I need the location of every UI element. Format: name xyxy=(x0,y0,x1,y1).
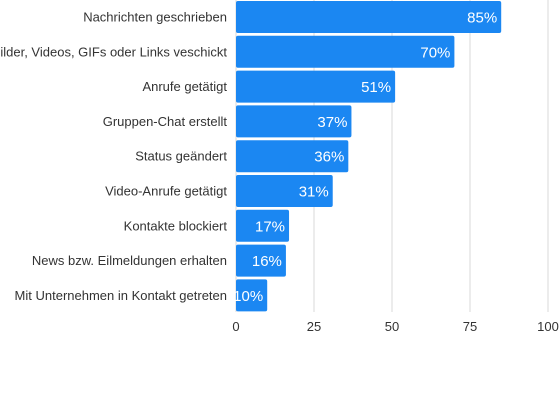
x-tick-label: 0 xyxy=(232,319,239,334)
category-labels: Nachrichten geschrieben Bilder, Videos, G… xyxy=(0,10,227,303)
category-label: Gruppen-Chat erstellt xyxy=(103,114,228,129)
value-label: 37% xyxy=(317,114,347,131)
x-tick-label: 100 xyxy=(537,319,559,334)
category-label: Kontakte blockiert xyxy=(124,218,228,233)
value-label: 85% xyxy=(467,10,497,27)
value-label: 70% xyxy=(420,44,450,61)
category-label: Nachrichten geschrieben xyxy=(83,10,227,25)
category-label: Bilder, Videos, GIFs oder Links veschick… xyxy=(0,44,227,59)
bar xyxy=(236,105,352,138)
category-label: Mit Unternehmen in Kontakt getreten xyxy=(15,288,227,303)
x-axis-ticks: 0 25 50 75 100 xyxy=(232,319,558,334)
bar xyxy=(236,279,268,312)
value-label: 16% xyxy=(252,253,282,270)
bar xyxy=(236,35,455,68)
value-label: 51% xyxy=(361,79,391,96)
value-label: 36% xyxy=(314,149,344,166)
value-labels: 85% 70% 51% 37% 36% 31% 17% 16% 10% xyxy=(233,10,497,305)
bar xyxy=(236,140,349,173)
category-label: News bzw. Eilmeldungen erhalten xyxy=(32,253,227,268)
value-label: 31% xyxy=(299,184,329,201)
category-label: Anrufe getätigt xyxy=(142,79,227,94)
bar xyxy=(236,70,396,103)
value-label: 17% xyxy=(255,218,285,235)
bar xyxy=(236,209,290,242)
bars xyxy=(236,1,502,312)
category-label: Status geändert xyxy=(135,149,227,164)
x-tick-label: 25 xyxy=(307,319,321,334)
x-tick-label: 75 xyxy=(463,319,477,334)
bar xyxy=(236,244,286,277)
bar xyxy=(236,1,502,33)
bar xyxy=(236,175,333,207)
value-label: 10% xyxy=(233,288,263,305)
x-tick-label: 50 xyxy=(385,319,399,334)
category-label: Video-Anrufe getätigt xyxy=(105,184,227,199)
